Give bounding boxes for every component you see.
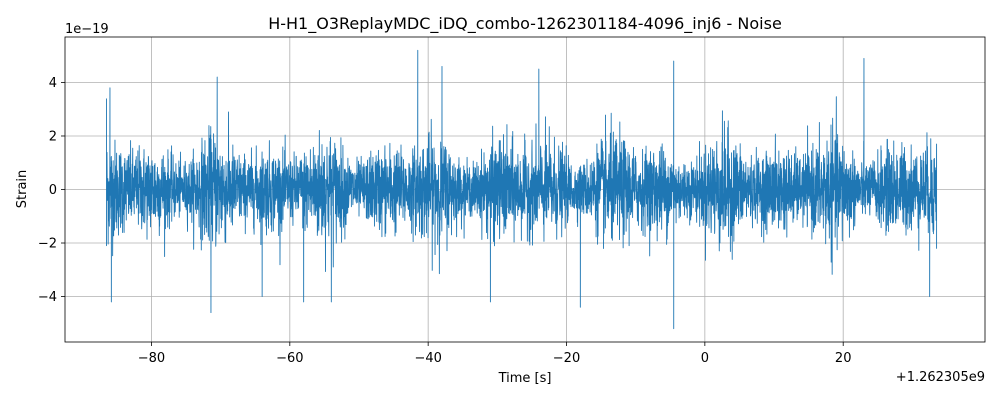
x-tick-label: 20: [835, 351, 852, 366]
y-tick-label: 4: [49, 76, 57, 91]
strain-noise-line: [106, 49, 938, 330]
x-tick-label: −20: [553, 351, 580, 366]
chart-title: H-H1_O3ReplayMDC_iDQ_combo-1262301184-40…: [268, 14, 782, 34]
x-tick-label: 0: [701, 351, 709, 366]
x-tick-label: −40: [414, 351, 441, 366]
y-tick-label: −2: [38, 237, 57, 252]
y-scale-label: 1e−19: [65, 22, 109, 37]
x-tick-label: −80: [138, 351, 165, 366]
x-axis-ticks: −80 −60 −40 −20 0 20: [138, 342, 852, 366]
y-tick-label: 2: [49, 129, 57, 144]
y-axis-ticks: −4 −2 0 2 4: [38, 76, 65, 305]
y-axis-label: Strain: [15, 170, 30, 209]
series-strain-noise: [106, 49, 938, 330]
y-tick-label: 0: [49, 183, 57, 198]
x-axis-label: Time [s]: [498, 371, 552, 386]
x-offset-label: +1.262305e9: [896, 370, 985, 385]
y-tick-label: −4: [38, 290, 57, 305]
x-tick-label: −60: [276, 351, 303, 366]
